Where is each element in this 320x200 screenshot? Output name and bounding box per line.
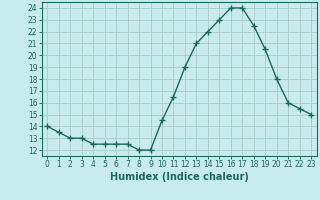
X-axis label: Humidex (Indice chaleur): Humidex (Indice chaleur) <box>110 172 249 182</box>
